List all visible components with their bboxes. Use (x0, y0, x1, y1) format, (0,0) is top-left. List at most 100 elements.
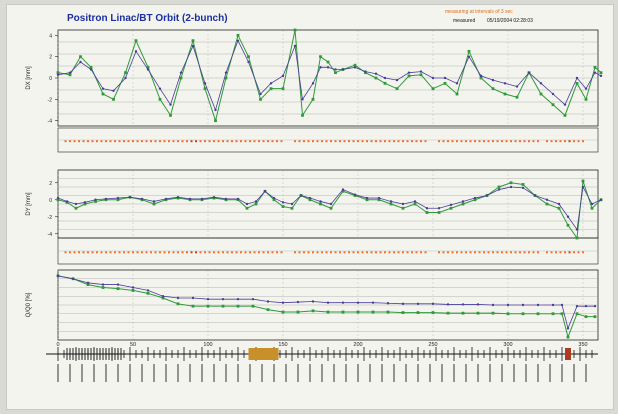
status-mark (235, 251, 238, 254)
dy-point-purple (263, 190, 267, 193)
q-point-purple (575, 304, 579, 308)
dy-point-purple (497, 188, 501, 191)
status-mark (528, 140, 530, 143)
dx-point-green (383, 81, 387, 85)
dx-point-green (515, 95, 519, 99)
dx-point-green (214, 119, 217, 123)
status-mark (384, 251, 386, 254)
status-mark (568, 140, 571, 143)
status-mark (343, 140, 346, 143)
q-point-purple (101, 283, 105, 286)
q-point-green (521, 312, 525, 316)
status-mark (96, 251, 98, 254)
status-mark (487, 140, 490, 143)
q-point-purple (371, 301, 375, 304)
q-point-purple (146, 289, 150, 292)
dy-point-green (83, 202, 87, 206)
status-mark (100, 251, 103, 254)
q-point-green (266, 308, 270, 312)
x-tick-label: 50 (130, 342, 136, 348)
status-mark (321, 251, 323, 254)
device-label-mark (537, 364, 539, 382)
dx-ytick-label: 0 (49, 76, 52, 82)
dx-point-green (353, 63, 357, 67)
status-mark (222, 140, 224, 143)
dy-point-purple (236, 197, 240, 201)
status-mark (154, 251, 157, 254)
q-point-purple (584, 304, 588, 308)
dx-point-green (467, 49, 471, 53)
status-mark (465, 140, 467, 143)
dy-point-green (94, 200, 97, 203)
measurement-note: measuring at intervals of 3 sec (445, 9, 513, 15)
status-mark (514, 251, 517, 254)
dx-point-green (479, 76, 483, 80)
dy-series-line-purple (57, 185, 602, 231)
status-mark (388, 140, 391, 143)
dx-point-purple (247, 60, 250, 64)
q-point-purple (116, 283, 120, 286)
status-mark (294, 140, 296, 143)
dx-point-green (89, 65, 93, 69)
device-label-mark (201, 364, 203, 382)
q-point-green (560, 312, 564, 316)
dy-point-purple (116, 196, 120, 200)
status-mark (87, 140, 89, 143)
q-point-purple (221, 297, 225, 301)
q-point-green (86, 283, 90, 286)
device-label-mark (141, 364, 143, 382)
dy-point-green (557, 206, 561, 210)
status-mark (384, 140, 386, 143)
dy-point-green (473, 198, 477, 202)
device-label-mark (249, 364, 251, 382)
status-mark (244, 140, 247, 143)
q-point-purple (551, 303, 555, 307)
status-mark (271, 251, 274, 254)
dy-point-purple (308, 196, 312, 200)
q-point-green (176, 302, 180, 306)
status-mark (172, 251, 175, 254)
status-mark (114, 140, 116, 143)
dx-point-purple (383, 76, 387, 80)
dy-point-green (449, 206, 453, 210)
status-mark (249, 140, 251, 143)
status-mark (271, 140, 274, 143)
status-mark (505, 251, 508, 254)
status-mark (469, 140, 472, 143)
status-mark (136, 251, 139, 254)
status-mark (496, 140, 499, 143)
status-mark (501, 251, 503, 254)
q-point-green (356, 310, 360, 314)
dx-point-green (575, 81, 579, 85)
status-mark (181, 251, 184, 254)
status-mark (411, 140, 413, 143)
device-label-mark (237, 364, 239, 382)
status-mark (127, 140, 130, 143)
q-point-green (191, 304, 195, 308)
q-point-green (431, 311, 435, 314)
status-mark (348, 140, 350, 143)
status-mark (514, 140, 517, 143)
dy-point-purple (365, 196, 369, 200)
q-point-purple (560, 303, 564, 307)
dx-point-green (293, 28, 297, 32)
device-label-mark (573, 364, 575, 382)
status-mark (258, 140, 260, 143)
dx-point-green (326, 60, 330, 64)
status-mark (262, 140, 265, 143)
dy-point-purple (272, 196, 276, 200)
device-label-mark (57, 364, 59, 382)
status-mark (163, 251, 166, 254)
status-mark (181, 140, 184, 143)
measurement-timestamp: 05/19/2004 02:28:03 (487, 18, 533, 24)
device-label-mark (465, 364, 467, 382)
status-mark (492, 251, 494, 254)
measured-label: measured (453, 18, 476, 24)
status-mark (406, 251, 409, 254)
q-point-purple (491, 303, 495, 307)
dy-point-green (152, 202, 156, 206)
dy-point-green (329, 206, 333, 210)
dx-point-green (593, 65, 597, 69)
dx-point-green (259, 97, 262, 101)
